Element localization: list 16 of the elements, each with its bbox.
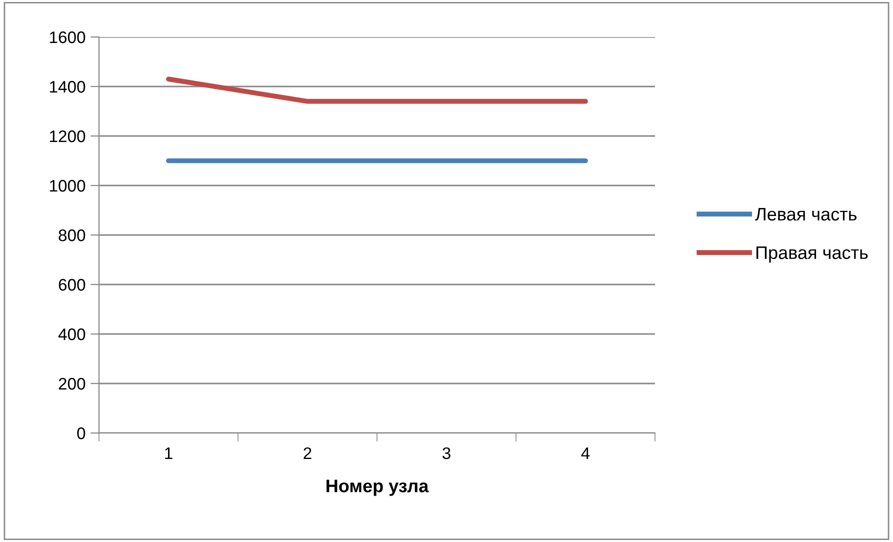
legend-label: Левая часть	[755, 208, 857, 221]
x-tick-label: 3	[442, 447, 450, 460]
x-axis-title: Номер узла	[326, 480, 429, 496]
y-tick-label: 200	[58, 378, 86, 390]
x-tick-label: 4	[581, 448, 590, 459]
x-tick-label: 2	[304, 447, 312, 459]
y-tick-label: 1400	[50, 80, 86, 93]
legend-label: Правая часть	[756, 246, 868, 263]
y-tick-label: 1600	[50, 31, 86, 44]
x-tick-label: 1	[165, 448, 172, 459]
y-tick-label: 1200	[50, 130, 86, 142]
y-tick-label: 400	[58, 328, 86, 340]
y-tick-label: 0	[77, 427, 86, 440]
y-tick-label: 600	[58, 278, 86, 291]
y-tick-label: 1000	[50, 180, 86, 192]
y-tick-label: 800	[58, 229, 86, 242]
